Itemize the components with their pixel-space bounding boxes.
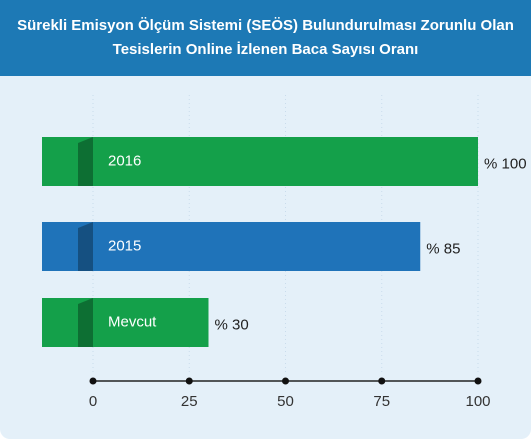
value-label: % 30 [215, 316, 249, 333]
tick-mark [474, 377, 482, 385]
tick-mark [89, 377, 97, 385]
category-label: Mevcut [108, 313, 157, 330]
bar-tab [42, 137, 93, 186]
bar-tab [42, 298, 93, 347]
x-tick-label: 100 [465, 393, 490, 410]
tick-mark [378, 377, 386, 385]
bar [93, 222, 421, 271]
bar-tab [42, 222, 93, 271]
bar-tab-shade [78, 137, 93, 186]
category-label: 2016 [108, 152, 141, 169]
category-label: 2015 [108, 237, 141, 254]
bar-tab-shade [78, 222, 93, 271]
x-tick-label: 75 [373, 393, 390, 410]
tick-mark [282, 377, 289, 385]
tick-mark [185, 377, 193, 385]
chart-title: Sürekli Emisyon Ölçüm Sistemi (SEÖS) Bul… [17, 17, 514, 58]
x-tick-label: 25 [181, 393, 198, 410]
bar [93, 137, 478, 186]
bar [93, 298, 209, 347]
header: Sürekli Emisyon Ölçüm Sistemi (SEÖS) Bul… [0, 0, 531, 76]
x-tick-label: 50 [277, 393, 294, 410]
value-label: % 100 [484, 155, 527, 172]
bar-tab-shade [78, 298, 93, 347]
value-label: % 85 [426, 240, 460, 257]
x-tick-label: 0 [89, 393, 97, 410]
